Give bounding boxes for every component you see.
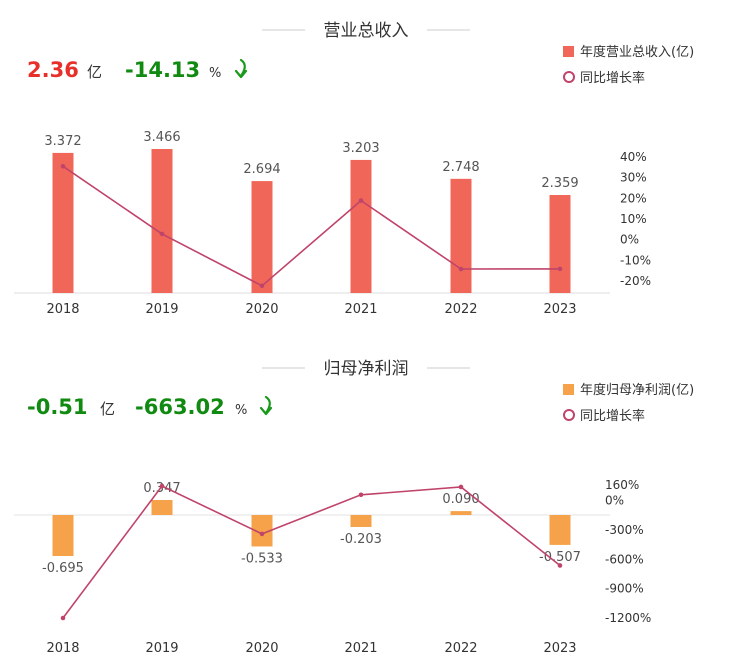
legend-line-swatch <box>563 71 575 83</box>
bar-2022 <box>450 178 472 293</box>
bar-value-label: 0.090 <box>442 492 479 507</box>
legend-bar-label: 年度营业总收入(亿) <box>580 44 694 60</box>
y2-tick-label: -20% <box>620 274 651 288</box>
growth-rate-point <box>60 615 66 621</box>
net-profit-panel: 归母净利润 -0.51 亿 -663.02 % 年度归母净利润(亿) 同比增长率… <box>14 359 694 656</box>
x-tick-label: 2022 <box>444 302 477 317</box>
net-profit-change: -663.02 <box>135 395 225 419</box>
y2-tick-label: 30% <box>620 171 647 185</box>
bar-2023 <box>549 515 571 545</box>
x-tick-label: 2022 <box>444 641 477 656</box>
legend-bar-swatch <box>563 46 574 57</box>
x-tick-label: 2019 <box>145 302 178 317</box>
bar-2021 <box>350 159 372 293</box>
growth-rate-point <box>159 483 165 489</box>
revenue-chart-title: 营业总收入 <box>324 21 409 41</box>
revenue-change: -14.13 <box>125 58 200 82</box>
revenue-unit: 亿 <box>87 63 102 81</box>
growth-rate-point <box>259 531 265 537</box>
x-tick-label: 2018 <box>46 641 79 656</box>
y2-tick-label: 20% <box>620 191 647 205</box>
revenue-change-unit: % <box>209 66 221 81</box>
x-tick-label: 2018 <box>46 302 79 317</box>
x-tick-label: 2019 <box>145 641 178 656</box>
y2-tick-label: 40% <box>620 150 647 164</box>
bar-2019 <box>151 500 173 515</box>
y2-tick-label: 10% <box>620 212 647 226</box>
bar-value-label: -0.695 <box>42 561 84 576</box>
bar-value-label: 2.748 <box>442 160 479 175</box>
net-profit-value: -0.51 <box>27 395 88 419</box>
bar-value-label: -0.507 <box>539 550 581 565</box>
bar-value-label: 0.347 <box>143 481 180 496</box>
bar-2020 <box>251 181 273 293</box>
net-profit-change-unit: % <box>235 403 247 418</box>
y2-tick-label: -300% <box>605 523 644 537</box>
growth-rate-point <box>60 164 66 169</box>
net-profit-chart-title: 归母净利润 <box>324 359 409 379</box>
y2-tick-label: 0% <box>620 233 639 247</box>
legend-line-swatch <box>563 409 575 421</box>
bar-2018 <box>52 152 74 293</box>
growth-rate-line <box>62 484 561 619</box>
bar-value-label: 3.372 <box>44 134 81 149</box>
growth-rate-point <box>557 266 563 272</box>
y2-tick-label: -10% <box>620 253 651 267</box>
x-tick-label: 2020 <box>245 641 278 656</box>
x-tick-label: 2021 <box>344 302 377 317</box>
y2-tick-label: 0% <box>605 494 624 508</box>
y2-tick-label: 160% <box>605 478 639 492</box>
bar-2019 <box>151 149 173 293</box>
x-tick-label: 2020 <box>245 302 278 317</box>
y2-tick-label: -600% <box>605 552 644 566</box>
legend-line-label: 同比增长率 <box>580 408 645 424</box>
bar-2018 <box>52 515 74 556</box>
net-profit-unit: 亿 <box>100 400 115 418</box>
legend-bar-swatch <box>563 384 574 395</box>
bar-value-label: 3.466 <box>143 130 180 145</box>
growth-rate-point <box>358 492 364 498</box>
bar-value-label: 2.359 <box>541 176 578 191</box>
growth-rate-point <box>259 283 265 289</box>
revenue-panel: 营业总收入 2.36 亿 -14.13 % 年度营业总收入(亿) 同比增长率 4… <box>14 21 694 317</box>
growth-rate-point <box>557 563 563 568</box>
bar-2023 <box>549 194 571 293</box>
revenue-value: 2.36 <box>27 58 79 82</box>
bar-2022 <box>450 511 472 515</box>
y2-tick-label: -1200% <box>605 611 651 625</box>
bar-2021 <box>350 515 372 527</box>
growth-rate-line <box>62 165 561 287</box>
bar-value-label: -0.533 <box>241 551 283 566</box>
x-tick-label: 2023 <box>543 302 576 317</box>
bar-value-label: 3.203 <box>342 141 379 156</box>
x-tick-label: 2021 <box>344 641 377 656</box>
arrow-down-icon <box>234 58 248 79</box>
legend-line-label: 同比增长率 <box>580 70 645 86</box>
bar-2020 <box>251 515 273 547</box>
growth-rate-point <box>358 198 364 203</box>
legend-bar-label: 年度归母净利润(亿) <box>580 382 694 398</box>
arrow-down-icon <box>259 395 273 416</box>
bar-value-label: -0.203 <box>340 532 382 547</box>
growth-rate-point <box>159 231 165 237</box>
x-tick-label: 2023 <box>543 641 576 656</box>
growth-rate-point <box>458 484 464 490</box>
growth-rate-point <box>458 266 464 272</box>
bar-value-label: 2.694 <box>243 162 280 177</box>
y2-tick-label: -900% <box>605 582 644 596</box>
